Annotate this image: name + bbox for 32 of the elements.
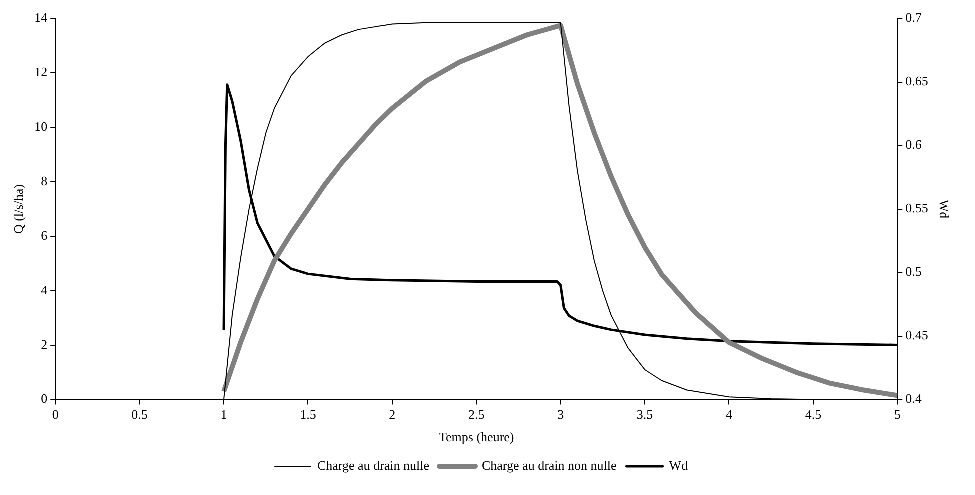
x-tick-label: 4 — [726, 407, 733, 422]
x-axis-title: Temps (heure) — [438, 430, 514, 445]
y-tick-label: 2 — [41, 336, 48, 352]
y2-tick-label: 0.65 — [906, 74, 928, 89]
legend-label: Charge au drain nulle — [317, 458, 430, 473]
y-tick-label: 14 — [34, 10, 48, 26]
legend-label: Charge au drain non nulle — [482, 458, 617, 473]
y-tick-label: 6 — [41, 228, 48, 243]
y-tick-label: 0 — [41, 391, 48, 406]
x-tick-label: 5 — [894, 407, 901, 422]
x-tick-label: 1 — [220, 407, 228, 422]
y-tick-label: 4 — [41, 282, 48, 298]
y2-tick-label: 0.55 — [906, 200, 928, 216]
x-tick-label: 3 — [558, 407, 564, 422]
x-tick-label: 4.5 — [805, 407, 822, 422]
y-tick-label: 12 — [34, 64, 48, 80]
x-tick-label: 2 — [389, 407, 396, 422]
x-tick-label: 0 — [52, 407, 59, 422]
y2-tick-label: 0.7 — [906, 10, 922, 26]
x-tick-label: 0.5 — [132, 407, 148, 422]
y-axis-title: Q (l/s/ha) — [11, 184, 26, 234]
y2-tick-label: 0.45 — [906, 328, 928, 343]
y2-tick-label: 0.6 — [906, 137, 922, 152]
x-tick-label: 1.5 — [300, 407, 316, 422]
legend-label: Wd — [669, 458, 689, 473]
y-tick-label: 10 — [34, 119, 48, 134]
y2-tick-label: 0.5 — [906, 264, 922, 280]
y2-axis-title: Wd — [936, 200, 952, 220]
y2-tick-label: 0.4 — [906, 391, 922, 406]
y-tick-label: 8 — [41, 174, 48, 189]
x-tick-label: 3.5 — [636, 407, 654, 422]
x-tick-label: 2.5 — [468, 407, 485, 422]
